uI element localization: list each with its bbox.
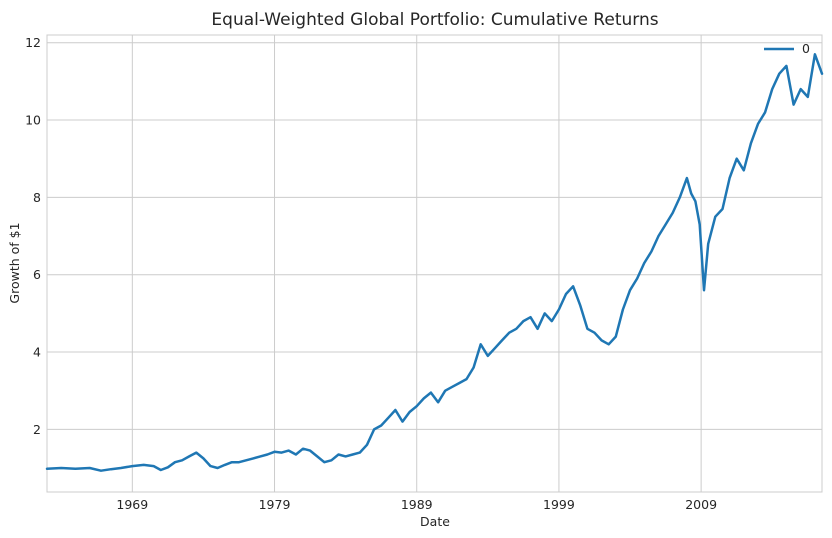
series-layer [45,53,824,472]
x-tick-label: 1989 [401,497,433,512]
plot-frame [46,34,823,493]
y-axis-ticks: 2 4 6 8 10 12 [25,35,41,437]
plot-area [46,34,823,493]
x-axis-label: Date [420,514,450,529]
y-tick-label: 8 [33,190,41,205]
legend-label-series-0: 0 [802,41,810,56]
y-tick-label: 12 [25,35,41,50]
legend: 0 [764,41,810,56]
series-line-0 [45,53,824,472]
x-tick-label: 1999 [543,497,575,512]
y-tick-label: 2 [33,422,41,437]
chart-title: Equal-Weighted Global Portfolio: Cumulat… [211,10,658,30]
y-tick-label: 10 [25,113,41,128]
x-axis-ticks: 1969 1979 1989 1999 2009 [116,497,717,512]
x-tick-label: 2009 [685,497,717,512]
x-tick-label: 1969 [116,497,148,512]
grid-lines [47,35,822,492]
y-axis-label: Growth of $1 [7,222,22,303]
y-tick-label: 6 [33,267,41,282]
y-tick-label: 4 [33,345,41,360]
x-tick-label: 1979 [259,497,291,512]
